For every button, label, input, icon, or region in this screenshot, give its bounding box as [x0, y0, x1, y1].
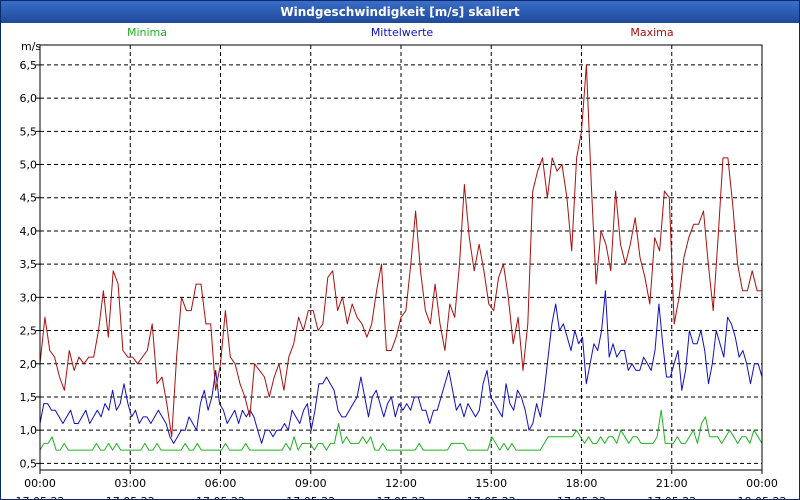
x-tick-time-label: 15:00 — [475, 477, 507, 490]
x-axis-ticks: 00:00 17.05.22 03:00 17.05.22 06:00 17.05.22 0… — [16, 470, 787, 499]
y-tick-label: 6,0 — [20, 92, 38, 105]
minima-line — [39, 409, 763, 451]
grid — [40, 45, 762, 470]
y-tick-label: 0,5 — [20, 457, 38, 470]
plot-border — [39, 44, 763, 471]
x-tick-date-label: 17.05.22 — [377, 495, 426, 499]
x-tick-date-label: 17.05.22 — [16, 495, 65, 499]
x-tick-time-label: 21:00 — [656, 477, 688, 490]
mittelwerte-line — [39, 290, 763, 444]
x-tick-time-label: 03:00 — [114, 477, 146, 490]
y-tick-label: 1,5 — [20, 391, 38, 404]
y-tick-label: 4,5 — [20, 192, 38, 205]
y-axis-unit-label: m/s — [21, 40, 41, 53]
legend-maxima: Maxima — [630, 26, 673, 39]
x-tick-date-label: 17.05.22 — [286, 495, 335, 499]
y-tick-label: 2,0 — [20, 358, 38, 371]
y-tick-label: 1,0 — [20, 424, 38, 437]
x-tick-date-label: 17.05.22 — [557, 495, 606, 499]
x-tick-date-label: 18.05.22 — [738, 495, 787, 499]
x-tick-date-label: 17.05.22 — [106, 495, 155, 499]
legend-mittelwerte: Mittelwerte — [371, 26, 434, 39]
x-tick-time-label: 00:00 — [746, 477, 778, 490]
maxima-line — [39, 64, 762, 438]
x-tick-date-label: 17.05.22 — [196, 495, 245, 499]
x-tick-time-label: 18:00 — [566, 477, 598, 490]
y-tick-label: 2,5 — [20, 325, 38, 338]
wind-speed-chart: Minima Mittelwerte Maxima m/s 0,5 1,0 1,5 2… — [16, 26, 787, 499]
y-tick-label: 3,5 — [20, 258, 38, 271]
y-tick-label: 3,0 — [20, 291, 38, 304]
y-tick-label: 5,5 — [20, 125, 38, 138]
series-lines — [39, 64, 763, 451]
title-bar: Windgeschwindigkeit [m/s] skaliert — [1, 1, 799, 23]
x-tick-time-label: 12:00 — [385, 477, 417, 490]
x-tick-time-label: 00:00 — [24, 477, 56, 490]
x-tick-date-label: 17.05.22 — [647, 495, 696, 499]
x-tick-time-label: 09:00 — [295, 477, 327, 490]
y-axis-ticks: 0,5 1,0 1,5 2,0 2,5 3,0 3,5 4,0 4,5 5,0 5,5 6,0 6,5 — [20, 59, 40, 470]
y-tick-label: 5,0 — [20, 159, 38, 172]
x-tick-time-label: 06:00 — [205, 477, 237, 490]
y-tick-label: 6,5 — [20, 59, 38, 72]
y-tick-label: 4,0 — [20, 225, 38, 238]
legend-minima: Minima — [127, 26, 167, 39]
x-tick-date-label: 17.05.22 — [467, 495, 516, 499]
